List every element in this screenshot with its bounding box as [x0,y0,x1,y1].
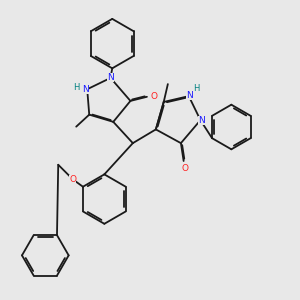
Text: O: O [182,164,188,173]
Text: N: N [198,116,205,124]
Text: H: H [193,84,200,93]
Text: N: N [82,85,89,94]
Text: O: O [69,175,76,184]
Text: N: N [107,74,114,82]
Text: N: N [186,91,193,100]
Text: O: O [150,92,157,101]
Text: H: H [73,83,80,92]
